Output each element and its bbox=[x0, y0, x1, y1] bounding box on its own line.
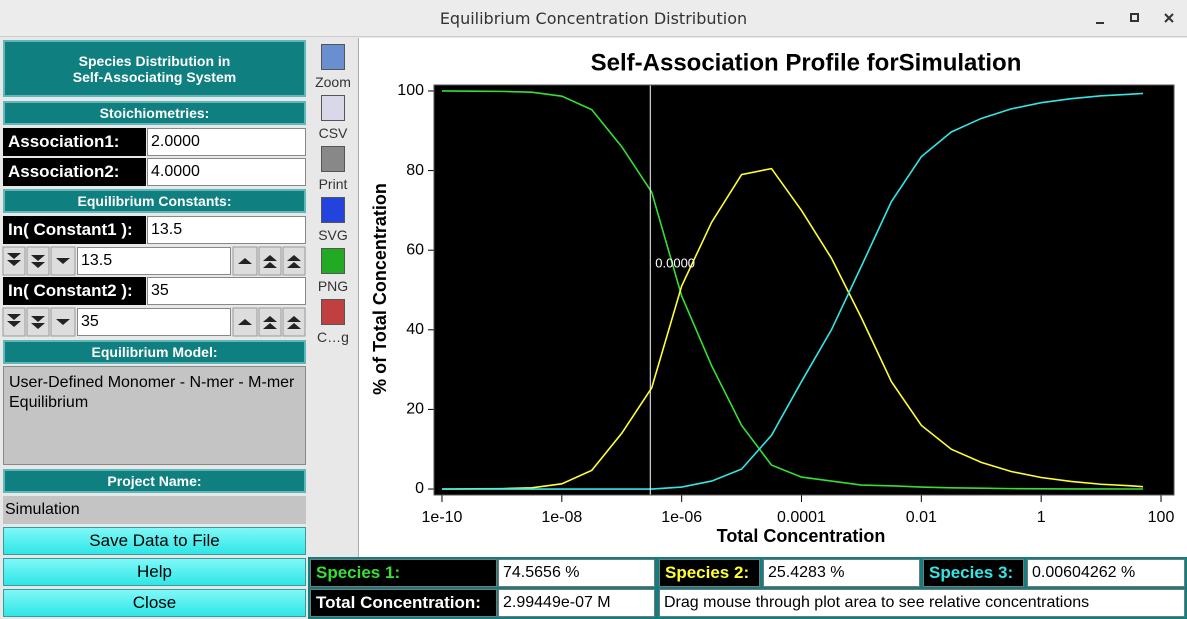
section-heading: Project Name: bbox=[3, 469, 306, 493]
species-label: Species 3: bbox=[923, 559, 1024, 587]
field-label: Association2: bbox=[3, 158, 146, 186]
cursor-label: 0.0000 bbox=[655, 256, 695, 271]
plot-frame bbox=[433, 84, 1175, 496]
model-text: User-Defined Monomer - N-mer - M-mer Equ… bbox=[3, 366, 306, 465]
field-label: In( Constant2 ): bbox=[3, 277, 146, 305]
x-tick-label: 1e-06 bbox=[661, 509, 702, 526]
panel-header: Species Distribution in Self-Associating… bbox=[3, 40, 306, 97]
section-heading: Stoichiometries: bbox=[3, 101, 306, 125]
plot-area: Self-Association Profile forSimulation T… bbox=[358, 38, 1187, 557]
species-label: Species 2: bbox=[659, 559, 760, 587]
text-field[interactable]: 35 bbox=[147, 277, 306, 305]
status-panel: Species 1: 74.5656 % Species 2: 25.4283 % Sp… bbox=[308, 557, 1187, 619]
y-tick-label: 100 bbox=[397, 82, 424, 99]
y-tick-label: 20 bbox=[406, 401, 424, 418]
toolbar-icon bbox=[321, 248, 345, 274]
series-line bbox=[441, 90, 1143, 490]
x-axis-label: Total Concentration bbox=[717, 526, 886, 546]
species-value: 74.5656 % bbox=[498, 559, 655, 587]
series-line bbox=[441, 167, 1144, 490]
y-axis-label: % of Total Concentration bbox=[370, 183, 390, 395]
toolbar-button[interactable]: Zoom bbox=[315, 74, 351, 90]
toolbar: Zoom CSV Print SVG PNG C…g bbox=[310, 38, 356, 557]
total-label: Total Concentration: bbox=[310, 589, 497, 617]
species-value: 25.4283 % bbox=[763, 559, 920, 587]
header-line: Species Distribution in bbox=[78, 52, 231, 69]
species-label: Species 1: bbox=[310, 559, 497, 587]
toolbar-icon bbox=[321, 197, 345, 223]
save-button[interactable]: Save Data to File bbox=[3, 527, 306, 555]
toolbar-icon bbox=[321, 44, 345, 70]
y-tick-label: 60 bbox=[406, 241, 424, 258]
toolbar-button[interactable]: CSV bbox=[318, 125, 348, 141]
chart-title: Self-Association Profile forSimulation bbox=[591, 49, 1022, 76]
spinner-field[interactable]: 13.5 bbox=[77, 247, 231, 275]
section-heading: Equilibrium Constants: bbox=[3, 189, 306, 213]
y-tick-label: 80 bbox=[406, 162, 424, 179]
x-tick-label: 1 bbox=[1037, 509, 1046, 526]
project-name[interactable]: Simulation bbox=[3, 496, 306, 524]
close-button[interactable]: Close bbox=[3, 589, 306, 617]
x-tick-label: 0.0001 bbox=[777, 509, 826, 526]
text-field[interactable]: 2.0000 bbox=[147, 128, 306, 156]
field-label: Association1: bbox=[3, 128, 146, 156]
text-field[interactable]: 13.5 bbox=[147, 216, 306, 244]
field-label: In( Constant1 ): bbox=[3, 216, 146, 244]
title-bar: Equilibrium Concentration Distribution bbox=[0, 0, 1187, 37]
header-line: Self-Associating System bbox=[72, 68, 237, 85]
series-line bbox=[441, 92, 1144, 490]
y-tick-label: 40 bbox=[406, 321, 424, 338]
x-tick-label: 1e-08 bbox=[541, 509, 582, 526]
spinner-buttons[interactable] bbox=[0, 245, 310, 340]
window-controls[interactable] bbox=[1090, 10, 1180, 28]
spinner-field[interactable]: 35 bbox=[77, 308, 231, 336]
plot-background bbox=[434, 85, 1174, 495]
toolbar-button[interactable]: PNG bbox=[317, 278, 349, 294]
total-value: 2.99449e-07 M bbox=[498, 589, 655, 617]
toolbar-icon bbox=[321, 299, 345, 325]
window-title: Equilibrium Concentration Distribution bbox=[439, 9, 748, 28]
species-value: 0.00604262 % bbox=[1027, 559, 1185, 587]
help-button[interactable]: Help bbox=[3, 558, 306, 586]
y-tick-label: 0 bbox=[415, 480, 424, 497]
x-tick-label: 0.01 bbox=[906, 509, 937, 526]
x-tick-label: 100 bbox=[1148, 509, 1175, 526]
text-field[interactable]: 4.0000 bbox=[147, 158, 306, 186]
toolbar-button[interactable]: Print bbox=[318, 176, 348, 192]
toolbar-button[interactable]: SVG bbox=[318, 227, 348, 243]
x-tick-label: 1e-10 bbox=[422, 509, 463, 526]
toolbar-icon bbox=[321, 146, 345, 172]
section-heading: Equilibrium Model: bbox=[3, 340, 306, 364]
toolbar-button[interactable]: C…g bbox=[317, 329, 349, 345]
toolbar-icon bbox=[321, 95, 345, 121]
status-message: Drag mouse through plot area to see rela… bbox=[659, 589, 1185, 617]
